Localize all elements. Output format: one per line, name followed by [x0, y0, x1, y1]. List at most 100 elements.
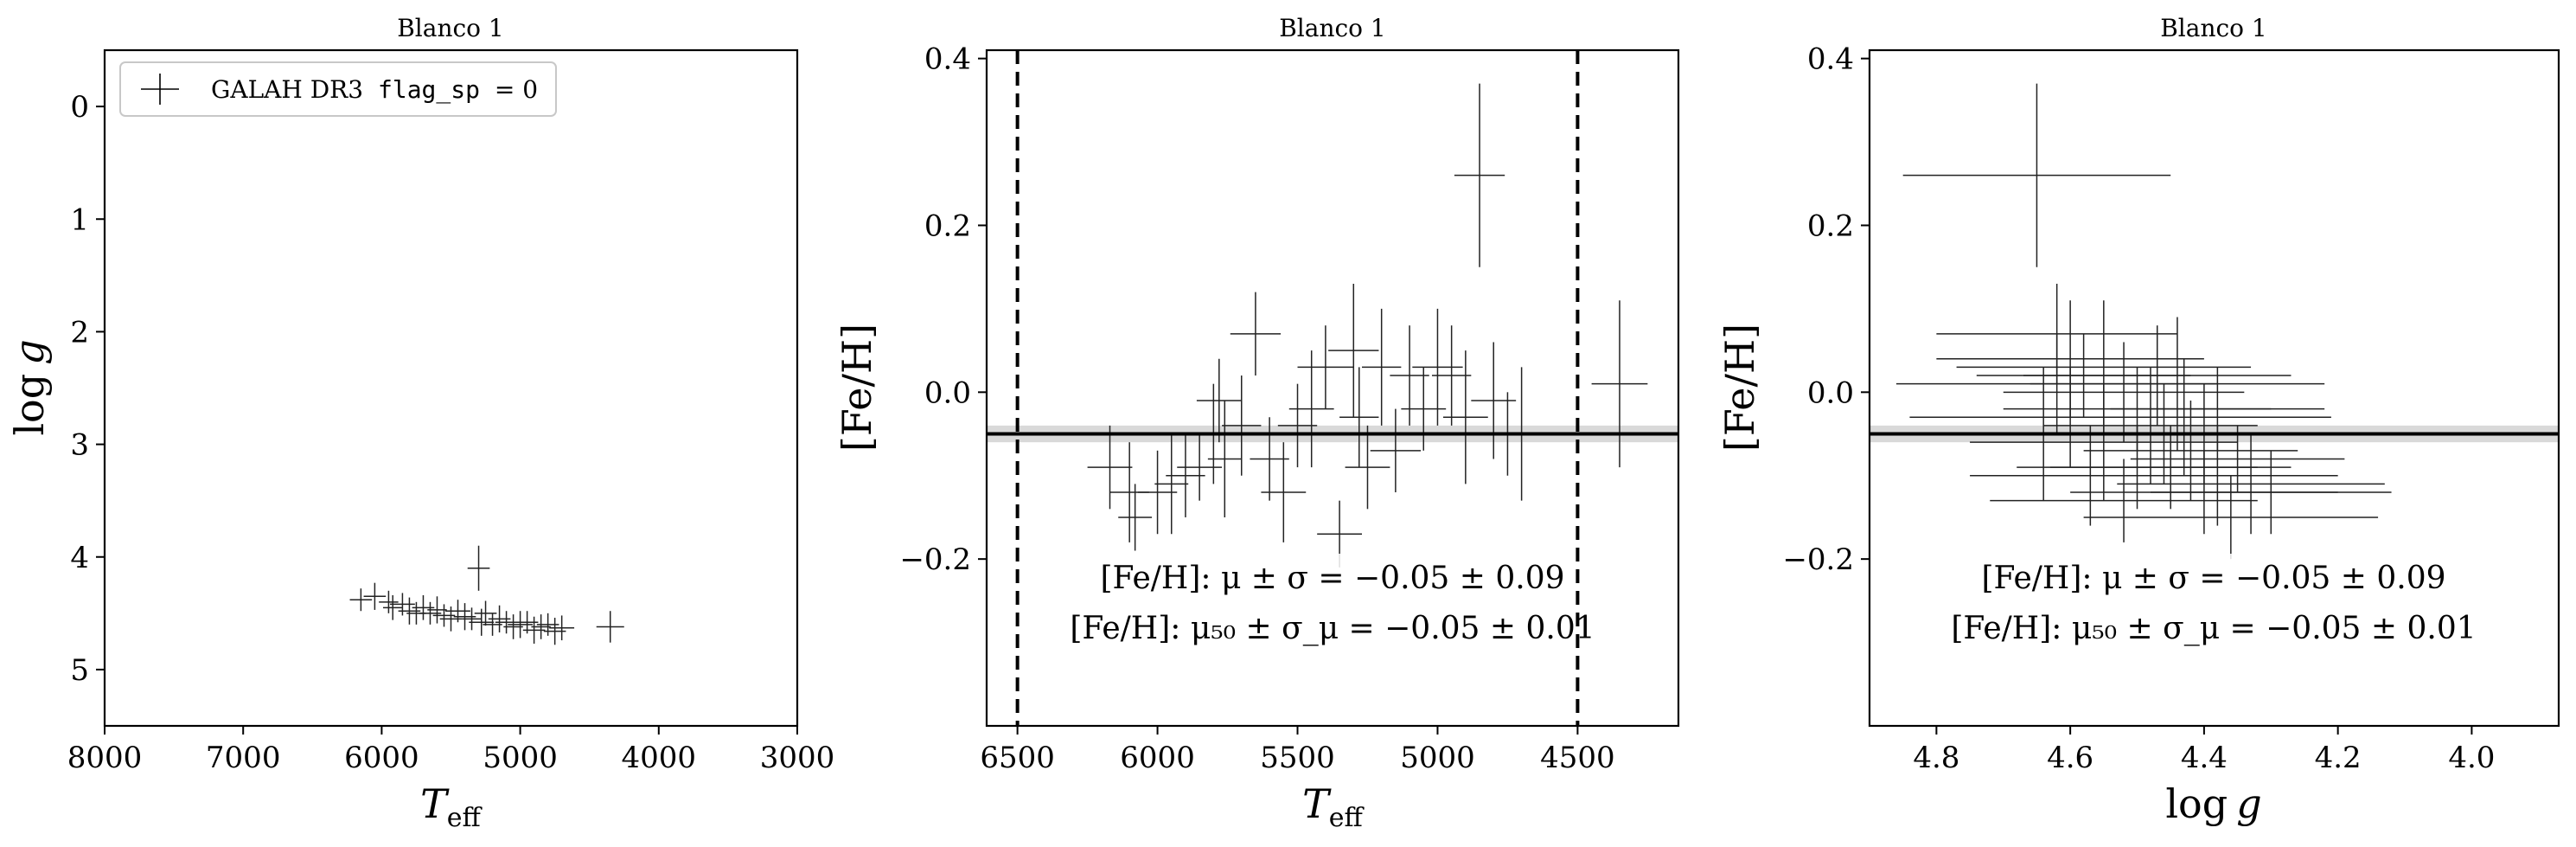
x-tick-label: 4000	[622, 741, 697, 775]
data-point	[1471, 342, 1517, 459]
data-point	[445, 600, 470, 623]
y-axis-label: [Fe/H]	[834, 324, 880, 452]
x-tick-label: 4.2	[2315, 741, 2362, 775]
x-tick-label: 4.4	[2181, 741, 2228, 775]
data-point	[419, 601, 442, 625]
x-tick-label: 7000	[206, 741, 281, 775]
data-point	[467, 545, 490, 591]
data-point	[2036, 358, 2331, 476]
data-point	[1591, 300, 1648, 468]
panel-teff-feh: Blanco 1 6500 6000 5500 5000 4500 −0.2 0.0 0.2 0…	[834, 14, 1680, 833]
x-tick-label: 4500	[1540, 741, 1615, 775]
x-tick-label: 5000	[483, 741, 558, 775]
y-tick-label: 5	[70, 653, 89, 688]
data-point	[2083, 475, 2379, 560]
data-point	[508, 611, 534, 638]
y-axis-label: [Fe/H]	[1716, 324, 1763, 452]
x-tick-label: 4.0	[2448, 741, 2495, 775]
data-point	[1970, 425, 2211, 526]
data-point	[363, 582, 387, 610]
panel-title: Blanco 1	[1279, 14, 1386, 42]
data-point	[495, 611, 518, 634]
y-tick-label: 0.0	[924, 375, 971, 410]
x-axis-label: Teff	[1302, 780, 1365, 833]
data-point	[1370, 408, 1422, 493]
stats-annotation: [Fe/H]: μ ± σ = −0.05 ± 0.09 [Fe/H]: μ₅₀…	[1070, 554, 1595, 649]
data-point	[1431, 325, 1472, 426]
axes-frame	[103, 48, 799, 728]
panel-title: Blanco 1	[397, 14, 504, 42]
x-tick-label: 5000	[1400, 741, 1475, 775]
data-point	[1196, 358, 1242, 443]
panel-title: Blanco 1	[2160, 14, 2267, 42]
data-point	[1895, 333, 2218, 434]
x-tick-label: 6000	[1120, 741, 1195, 775]
y-tick-label: 0.4	[1807, 42, 1854, 77]
y-tick-label: −0.2	[1782, 542, 1854, 577]
data-point	[1401, 367, 1447, 451]
svg-text:GALAH DR3 flag_sp: GALAH DR3 flag_sp = 0	[211, 75, 538, 105]
data-point	[522, 616, 546, 644]
y-tick-label: 0.2	[924, 209, 971, 243]
data-point	[536, 613, 559, 636]
data-point	[398, 597, 421, 625]
annotation-median-error: [Fe/H]: μ₅₀ ± σ_μ = −0.05 ± 0.01	[1951, 611, 2476, 646]
legend-code: flag_sp	[378, 75, 480, 105]
panel-teff-logg: Blanco 1 8000 7000 6000 5000 4000 3000012345 …	[6, 14, 834, 833]
data-point	[383, 595, 403, 620]
x-tick-label: 4.8	[1913, 741, 1959, 775]
data-point	[1412, 308, 1463, 426]
data-point	[462, 607, 482, 631]
data-point	[1345, 425, 1390, 510]
annotation-mean-sigma: [Fe/H]: μ ± σ = −0.05 ± 0.09	[1100, 561, 1564, 596]
data-point	[1118, 484, 1153, 551]
x-tick-label: 6000	[344, 741, 419, 775]
y-tick-label: 3	[70, 428, 89, 463]
axis-ticks: 6500 6000 5500 5000 4500 −0.2 0.0 0.2 0.4	[899, 42, 1614, 775]
data-point	[2110, 367, 2325, 451]
data-point	[1222, 375, 1262, 476]
data-point	[2023, 325, 2292, 426]
data-point	[1261, 442, 1307, 542]
data-point	[1454, 83, 1505, 267]
data-point	[2017, 425, 2258, 510]
y-tick-label: 1	[70, 202, 89, 237]
data-point	[1288, 350, 1334, 468]
data-point	[1297, 325, 1354, 409]
data-point	[1250, 417, 1289, 501]
data-point	[488, 605, 511, 632]
x-axis-label: Teff	[420, 780, 483, 833]
data-point	[2043, 367, 2258, 484]
y-tick-label: 0.2	[1807, 209, 1854, 243]
plot-area	[987, 50, 1678, 726]
data-point	[1137, 450, 1178, 535]
x-axis-label: log g	[2165, 780, 2261, 827]
legend-suffix: = 0	[495, 75, 538, 104]
data-point	[1207, 400, 1242, 517]
y-tick-label: 0.0	[1807, 375, 1854, 410]
axis-ticks: 4.8 4.6 4.4 4.2 4.0 −0.2 0.0 0.2 0.4	[1782, 42, 2495, 775]
axes-frame	[1868, 48, 2560, 728]
x-tick-label: 3000	[760, 741, 835, 775]
data-point	[1442, 350, 1488, 484]
data-point	[1154, 433, 1189, 535]
data-point	[1166, 433, 1205, 517]
axes-frame	[985, 48, 1680, 728]
data-point	[1087, 425, 1133, 510]
panel-logg-feh: Blanco 1 4.8 4.6 4.4 4.2 4.0 −0.2 0.0 0.2 0.4 [F…	[1716, 14, 2560, 827]
y-tick-label: 4	[70, 541, 89, 575]
data-point	[2130, 425, 2345, 493]
data-point	[596, 611, 624, 643]
x-tick-label: 8000	[67, 741, 143, 775]
annotation-mean-sigma: [Fe/H]: μ ± σ = −0.05 ± 0.09	[1981, 561, 2445, 596]
data-point	[549, 615, 575, 641]
annotation-median-error: [Fe/H]: μ₅₀ ± σ_μ = −0.05 ± 0.01	[1070, 611, 1595, 646]
x-tick-label: 4.6	[2047, 741, 2093, 775]
data-point	[2083, 400, 2298, 501]
axis-ticks: 8000 7000 6000 5000 4000 3000 0 1 2 3 4 5	[67, 90, 835, 775]
y-tick-label: 0	[70, 90, 89, 125]
data-point	[1277, 383, 1318, 468]
x-tick-label: 6500	[980, 741, 1055, 775]
data-point	[2117, 433, 2385, 535]
